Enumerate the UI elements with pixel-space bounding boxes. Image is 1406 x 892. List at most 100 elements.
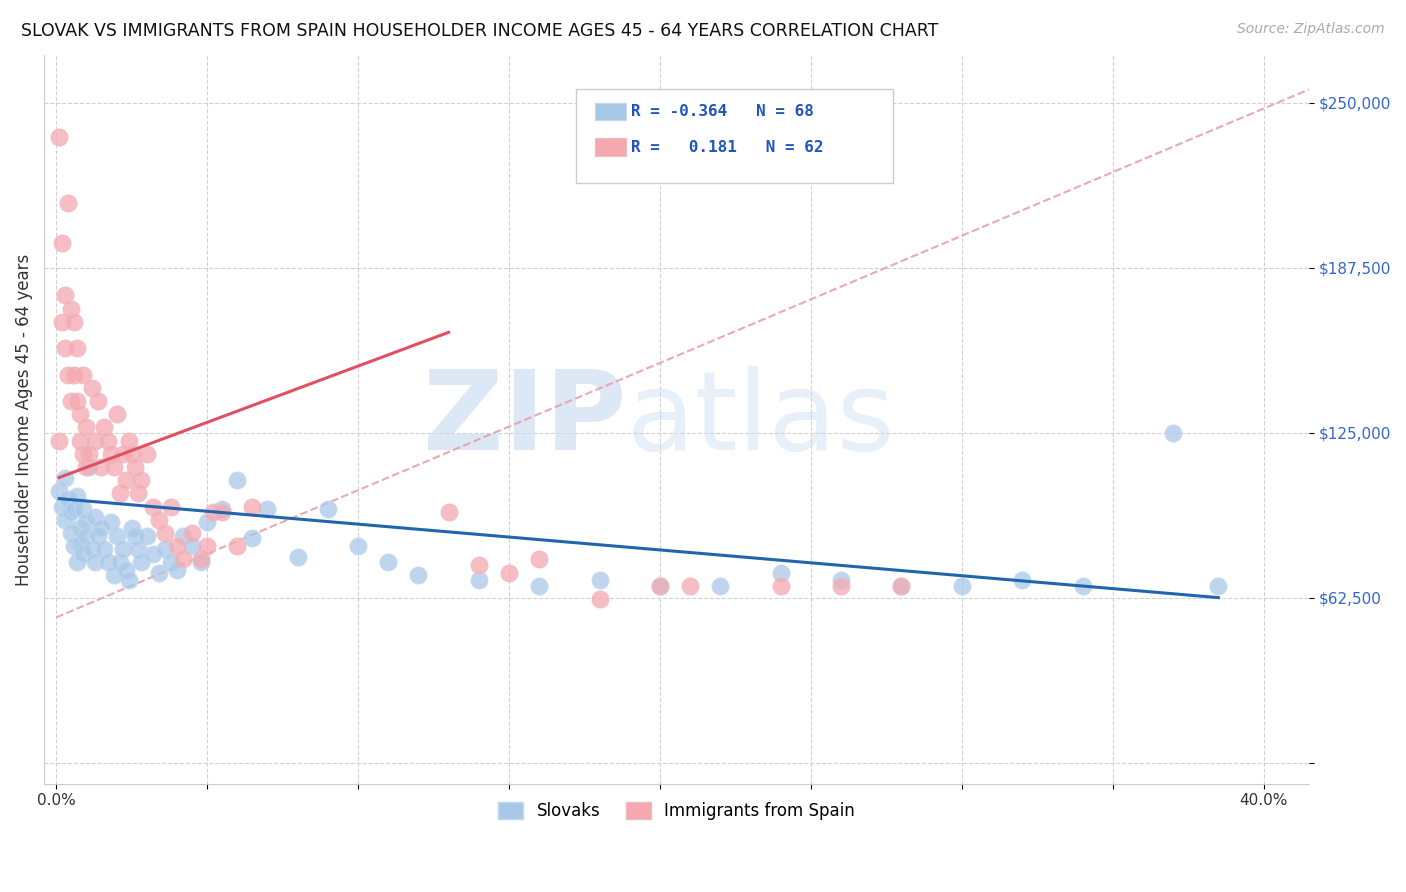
Point: [60, 525, 83, 540]
Point: [190, 552, 212, 566]
Point: [148, 513, 170, 527]
Point: [75, 516, 97, 530]
Point: [211, 505, 233, 519]
Point: [105, 407, 128, 421]
Point: [181, 539, 204, 553]
Text: Source: ZipAtlas.com: Source: ZipAtlas.com: [1237, 22, 1385, 37]
Point: [242, 500, 264, 514]
Point: [135, 447, 157, 461]
Point: [58, 491, 80, 506]
Point: [287, 549, 309, 564]
Point: [153, 525, 176, 540]
Point: [347, 539, 370, 553]
Point: [84, 434, 107, 448]
Point: [408, 568, 430, 582]
Point: [66, 341, 89, 355]
Point: [166, 563, 188, 577]
Point: [69, 536, 91, 550]
Point: [1071, 579, 1094, 593]
Point: [63, 368, 86, 382]
Y-axis label: Householder Income Ages 45 - 64 years: Householder Income Ages 45 - 64 years: [15, 253, 32, 585]
Point: [75, 420, 97, 434]
Point: [195, 539, 218, 553]
Point: [108, 486, 131, 500]
Point: [468, 558, 491, 572]
Point: [190, 555, 212, 569]
Point: [69, 434, 91, 448]
Point: [93, 541, 115, 556]
Point: [195, 516, 218, 530]
Point: [69, 521, 91, 535]
Point: [100, 516, 122, 530]
Point: [256, 502, 278, 516]
Point: [242, 531, 264, 545]
Point: [142, 547, 165, 561]
Point: [377, 555, 399, 569]
Point: [830, 574, 852, 588]
Text: R = -0.364   N = 68: R = -0.364 N = 68: [631, 104, 814, 119]
Point: [66, 394, 89, 409]
Point: [51, 500, 73, 514]
Point: [830, 579, 852, 593]
Legend: Slovaks, Immigrants from Spain: Slovaks, Immigrants from Spain: [492, 795, 862, 826]
Point: [129, 555, 152, 569]
Point: [890, 579, 912, 593]
Point: [48, 434, 70, 448]
Point: [82, 541, 104, 556]
Point: [51, 315, 73, 329]
Point: [60, 505, 83, 519]
Point: [527, 579, 550, 593]
Point: [648, 579, 671, 593]
Point: [111, 447, 134, 461]
Text: SLOVAK VS IMMIGRANTS FROM SPAIN HOUSEHOLDER INCOME AGES 45 - 64 YEARS CORRELATIO: SLOVAK VS IMMIGRANTS FROM SPAIN HOUSEHOL…: [21, 22, 938, 40]
Point: [148, 566, 170, 580]
Point: [63, 502, 86, 516]
Text: R =   0.181   N = 62: R = 0.181 N = 62: [631, 140, 824, 154]
Point: [1011, 574, 1033, 588]
Point: [53, 470, 76, 484]
Point: [90, 521, 112, 535]
Point: [181, 525, 204, 540]
Text: ZIP: ZIP: [423, 366, 626, 473]
Point: [226, 539, 249, 553]
Point: [100, 447, 122, 461]
Point: [121, 447, 143, 461]
Point: [84, 510, 107, 524]
Point: [769, 566, 792, 580]
Point: [87, 394, 110, 409]
Text: atlas: atlas: [626, 366, 894, 473]
Point: [53, 513, 76, 527]
Point: [117, 574, 139, 588]
Point: [72, 547, 94, 561]
Point: [437, 505, 460, 519]
Point: [69, 407, 91, 421]
Point: [66, 489, 89, 503]
Point: [111, 541, 134, 556]
Point: [211, 502, 233, 516]
Point: [58, 196, 80, 211]
Point: [72, 368, 94, 382]
Point: [75, 459, 97, 474]
Point: [58, 368, 80, 382]
Point: [60, 394, 83, 409]
Point: [48, 483, 70, 498]
Point: [890, 579, 912, 593]
Point: [114, 473, 136, 487]
Point: [63, 315, 86, 329]
Point: [588, 591, 610, 606]
Point: [588, 574, 610, 588]
Point: [96, 434, 118, 448]
Point: [135, 528, 157, 542]
Point: [202, 505, 225, 519]
Point: [53, 288, 76, 302]
Point: [72, 502, 94, 516]
Point: [87, 528, 110, 542]
Point: [160, 555, 183, 569]
Point: [105, 528, 128, 542]
Point: [63, 539, 86, 553]
Point: [172, 552, 194, 566]
Point: [709, 579, 731, 593]
Point: [117, 434, 139, 448]
Point: [950, 579, 973, 593]
Point: [51, 235, 73, 250]
